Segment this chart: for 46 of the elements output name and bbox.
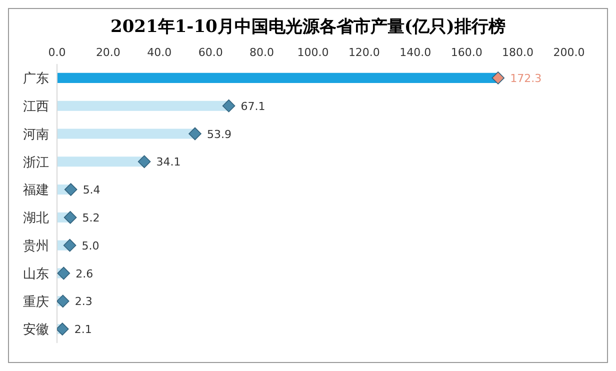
data-label: 172.3 bbox=[510, 72, 542, 85]
data-label: 2.6 bbox=[76, 267, 94, 280]
x-tick-label: 120.0 bbox=[348, 46, 380, 59]
y-tick-label: 浙江 bbox=[23, 155, 49, 170]
point bbox=[188, 127, 202, 140]
y-tick-label: 重庆 bbox=[23, 294, 49, 310]
data-label: 5.0 bbox=[82, 239, 100, 252]
y-tick-label: 河南 bbox=[23, 127, 49, 142]
data-label: 2.1 bbox=[74, 323, 92, 336]
point bbox=[64, 211, 77, 224]
y-tick-label: 山东 bbox=[23, 266, 49, 282]
point bbox=[138, 155, 151, 168]
x-tick-label: 100.0 bbox=[297, 46, 329, 59]
bar bbox=[57, 128, 195, 139]
data-label: 67.1 bbox=[240, 100, 266, 113]
point bbox=[57, 322, 69, 336]
x-tick-label: 160.0 bbox=[450, 46, 482, 59]
data-label: 53.9 bbox=[206, 128, 232, 141]
x-tick-label: 40.0 bbox=[147, 46, 172, 59]
y-tick-label: 湖北 bbox=[23, 211, 49, 226]
point bbox=[64, 183, 78, 196]
point bbox=[57, 266, 70, 280]
data-label: 5.4 bbox=[82, 184, 100, 197]
data-label: 5.2 bbox=[82, 211, 100, 224]
x-tick-label: 140.0 bbox=[400, 46, 432, 59]
point bbox=[57, 294, 70, 308]
x-tick-label: 0.0 bbox=[48, 46, 66, 59]
x-tick-label: 180.0 bbox=[502, 46, 534, 59]
y-tick-label: 福建 bbox=[23, 183, 49, 198]
point bbox=[492, 72, 504, 84]
y-tick-label: 广东 bbox=[23, 72, 49, 87]
y-tick-label: 贵州 bbox=[23, 238, 49, 254]
x-tick-label: 60.0 bbox=[198, 46, 223, 59]
chart-title: 2021年1-10月中国电光源各省市产量(亿只)排行榜 bbox=[110, 16, 506, 38]
x-tick-label: 20.0 bbox=[96, 46, 120, 59]
y-tick-label: 安徽 bbox=[23, 322, 49, 338]
data-label: 34.1 bbox=[156, 156, 181, 169]
x-tick-label: 200.0 bbox=[553, 46, 585, 59]
y-tick-label: 江西 bbox=[23, 99, 49, 114]
x-tick-label: 80.0 bbox=[250, 46, 274, 59]
point bbox=[63, 238, 76, 252]
data-label: 2.3 bbox=[74, 295, 92, 308]
point bbox=[222, 99, 236, 112]
bar bbox=[57, 100, 229, 111]
bar bbox=[57, 156, 144, 167]
bar bbox=[57, 72, 498, 83]
